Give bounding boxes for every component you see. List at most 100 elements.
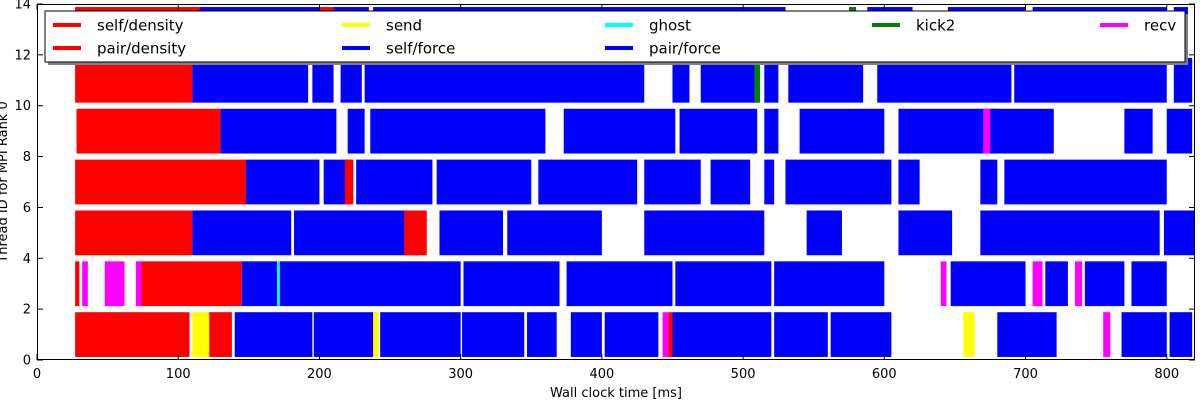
task-bar-t5-8 bbox=[764, 57, 779, 103]
y-axis-label: Thread ID for MPI Rank 0 bbox=[0, 101, 11, 263]
task-bar-t0-2 bbox=[209, 312, 232, 357]
task-bar-t0-13 bbox=[672, 312, 772, 357]
x-tick-label-7: 700 bbox=[1013, 367, 1038, 382]
task-bar-t4-8 bbox=[898, 108, 998, 154]
task-bar-t1-7 bbox=[279, 261, 461, 307]
task-bar-t3-9 bbox=[764, 159, 775, 205]
task-bar-t4-1 bbox=[220, 108, 337, 154]
task-bar-t1-16 bbox=[1074, 261, 1083, 307]
task-bar-t1-15 bbox=[1045, 261, 1068, 307]
task-bar-t2-11 bbox=[1163, 210, 1195, 256]
legend-label-1: send bbox=[386, 17, 422, 35]
task-bar-t3-12 bbox=[980, 159, 998, 205]
task-bar-t4-11 bbox=[1124, 108, 1153, 154]
task-bar-t5-11 bbox=[1014, 57, 1167, 103]
legend-label-4: recv bbox=[1144, 17, 1176, 35]
task-bar-t7-2 bbox=[407, 0, 413, 1]
task-bar-t4-5 bbox=[679, 108, 758, 154]
task-bar-t1-0 bbox=[75, 261, 80, 307]
task-bar-t1-6 bbox=[277, 261, 280, 307]
task-bar-t4-6 bbox=[764, 108, 779, 154]
task-bar-t2-6 bbox=[507, 210, 602, 256]
y-tick-label-1: 2 bbox=[23, 303, 31, 318]
task-bar-t1-14 bbox=[1032, 261, 1043, 307]
task-bar-t2-7 bbox=[644, 210, 765, 256]
task-bar-t2-10 bbox=[980, 210, 1160, 256]
task-bar-t0-12 bbox=[668, 312, 673, 357]
task-bar-t1-13 bbox=[950, 261, 1026, 307]
task-bar-t1-18 bbox=[1131, 261, 1167, 307]
task-bar-t1-11 bbox=[774, 261, 885, 307]
task-bar-t3-4 bbox=[356, 159, 433, 205]
task-bar-t2-3 bbox=[294, 210, 419, 256]
task-bar-t7-5 bbox=[750, 0, 799, 1]
task-bar-t3-10 bbox=[785, 159, 892, 205]
task-bar-t4-2 bbox=[347, 108, 365, 154]
task-bar-t1-2 bbox=[104, 261, 125, 307]
x-tick-label-5: 500 bbox=[731, 367, 756, 382]
legend-box bbox=[44, 10, 1186, 63]
task-bar-t4-0 bbox=[76, 108, 221, 154]
legend-label-5: pair/density bbox=[97, 40, 186, 58]
task-bar-t3-13 bbox=[1004, 159, 1167, 205]
task-bar-t7-0 bbox=[75, 0, 235, 1]
task-bar-t5-12 bbox=[1173, 57, 1193, 103]
task-bar-t0-5 bbox=[373, 312, 379, 357]
task-bar-t0-9 bbox=[570, 312, 602, 357]
task-bar-t3-5 bbox=[436, 159, 532, 205]
task-bar-t4-4 bbox=[563, 108, 676, 154]
task-bar-t5-6 bbox=[700, 57, 758, 103]
task-bar-t2-9 bbox=[898, 210, 953, 256]
task-bar-t4-10 bbox=[991, 108, 1054, 154]
y-tick-label-0: 0 bbox=[23, 354, 31, 369]
task-bar-t3-0 bbox=[75, 159, 247, 205]
task-bar-t3-1 bbox=[246, 159, 320, 205]
task-bar-t2-2 bbox=[246, 210, 292, 256]
plot-frame bbox=[37, 4, 1195, 360]
y-tick-label-3: 6 bbox=[23, 201, 31, 216]
task-bar-t5-0 bbox=[75, 57, 193, 103]
y-tick-label-6: 12 bbox=[14, 48, 31, 63]
x-tick-label-2: 200 bbox=[307, 367, 332, 382]
task-bar-t0-3 bbox=[234, 312, 313, 357]
task-bar-t2-0 bbox=[75, 210, 193, 256]
task-bar-t4-12 bbox=[1166, 108, 1193, 154]
task-bar-t1-12 bbox=[940, 261, 947, 307]
task-bar-t3-8 bbox=[710, 159, 751, 205]
y-tick-label-7: 14 bbox=[14, 0, 31, 13]
y-tick-label-2: 4 bbox=[23, 252, 31, 267]
y-tick-label-4: 8 bbox=[23, 150, 31, 165]
task-bar-t3-3 bbox=[344, 159, 354, 205]
x-tick-label-0: 0 bbox=[33, 367, 41, 382]
task-bar-t0-11 bbox=[662, 312, 669, 357]
task-bar-t0-6 bbox=[380, 312, 461, 357]
task-bar-t5-9 bbox=[788, 57, 864, 103]
task-bar-t5-3 bbox=[340, 57, 362, 103]
task-bar-t5-1 bbox=[192, 57, 309, 103]
task-bar-t1-8 bbox=[463, 261, 560, 307]
legend: self/density send ghost kick2 recv pair/densi… bbox=[44, 10, 1188, 65]
y-tick-label-5: 10 bbox=[14, 99, 31, 114]
x-tick-label-1: 100 bbox=[166, 367, 191, 382]
task-bar-t7-7 bbox=[980, 0, 1068, 1]
x-tick-label-6: 600 bbox=[872, 367, 897, 382]
task-bar-t1-1 bbox=[82, 261, 88, 307]
task-bar-t0-4 bbox=[313, 312, 376, 357]
task-bar-t1-3 bbox=[135, 261, 142, 307]
task-bar-t1-4 bbox=[141, 261, 242, 307]
task-bar-t0-1 bbox=[192, 312, 210, 357]
task-bar-t4-9 bbox=[983, 108, 991, 154]
task-bar-t0-17 bbox=[997, 312, 1057, 357]
task-bar-t7-4 bbox=[680, 0, 744, 1]
ticks-layer: 0 100 200 300 400 500 600 700 800 0 2 4 6 8 10 12 14 bbox=[14, 0, 1195, 382]
x-tick-label-3: 300 bbox=[448, 367, 473, 382]
task-bar-t1-5 bbox=[241, 261, 278, 307]
task-bar-t2-1 bbox=[192, 210, 247, 256]
task-bar-t2-8 bbox=[806, 210, 842, 256]
task-bar-t4-7 bbox=[799, 108, 885, 154]
legend-label-3: kick2 bbox=[916, 17, 955, 35]
legend-label-0: self/density bbox=[97, 17, 184, 35]
task-bar-t7-6 bbox=[863, 0, 969, 1]
task-bar-t0-14 bbox=[774, 312, 828, 357]
